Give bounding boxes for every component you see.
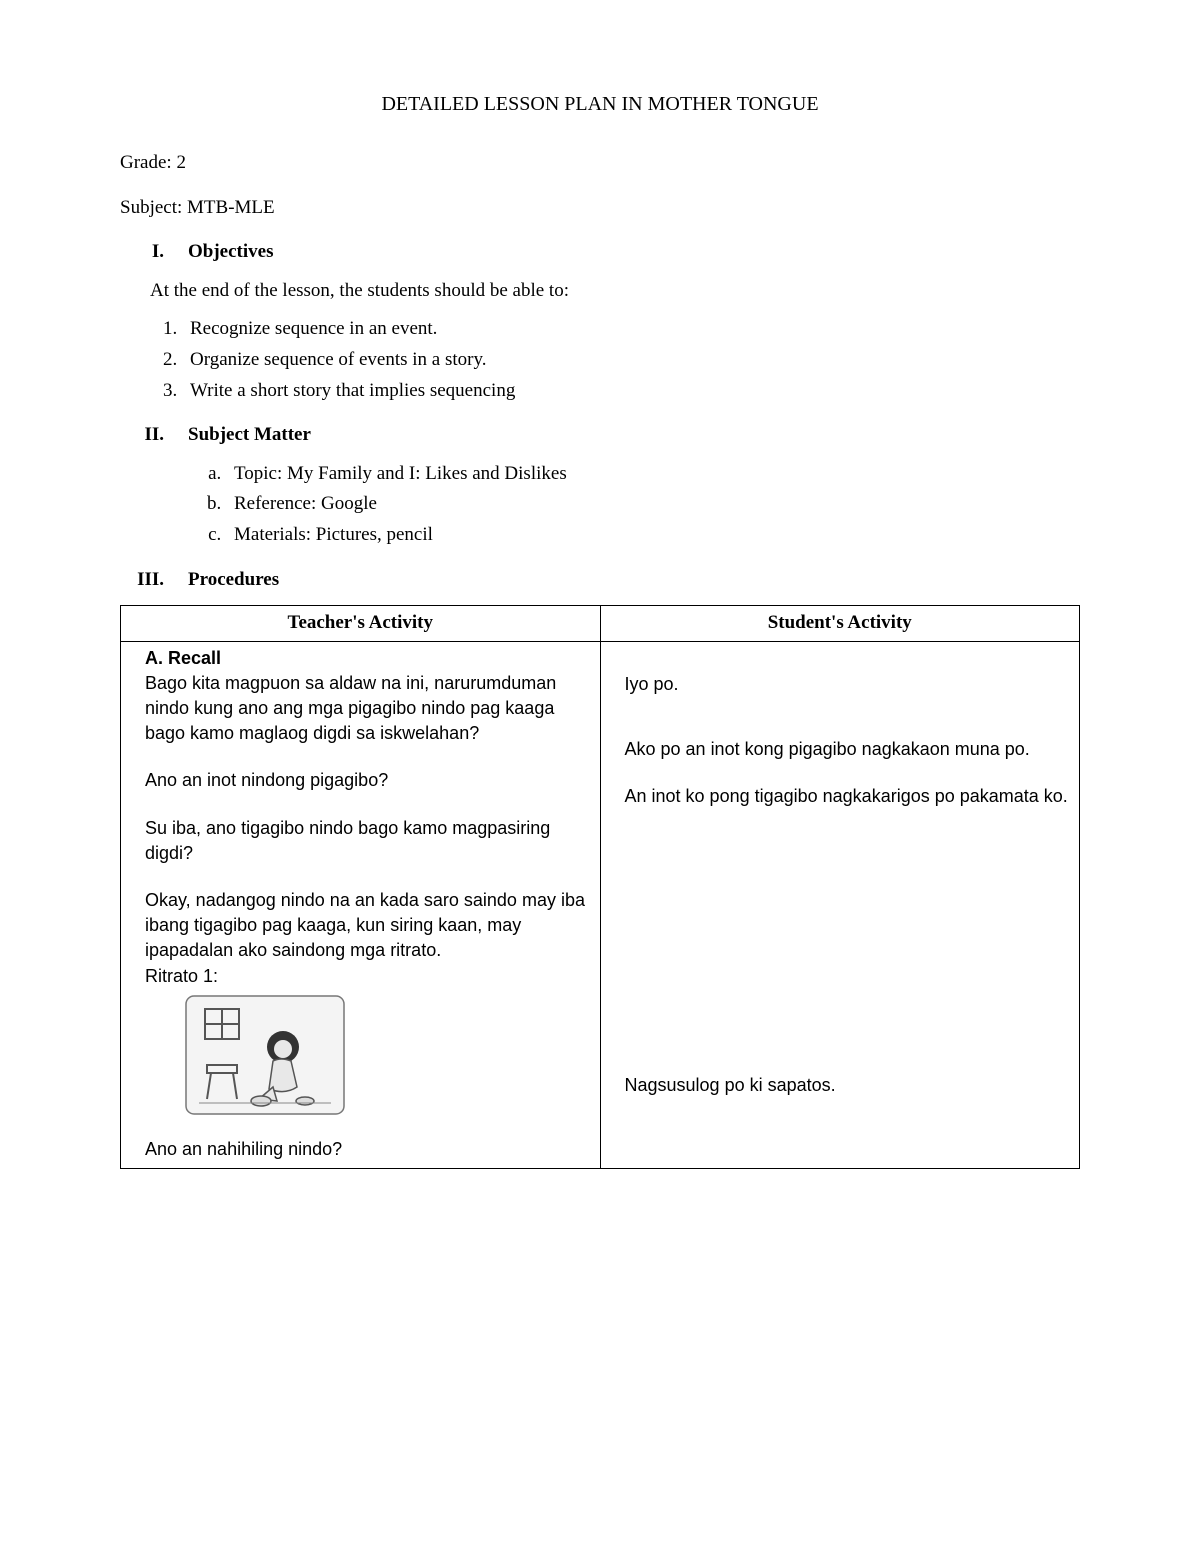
section-objectives-head: I. Objectives <box>120 239 1080 266</box>
student-cell: Iyo po. Ako po an inot kong pigagibo nag… <box>600 641 1080 1168</box>
objectives-lead: At the end of the lesson, the students s… <box>150 278 1080 305</box>
subject-matter-item: Materials: Pictures, pencil <box>226 522 1080 549</box>
heading-subject-matter: Subject Matter <box>188 424 311 445</box>
heading-objectives: Objectives <box>188 241 273 262</box>
objective-item: Recognize sequence in an event. <box>182 316 1080 343</box>
teacher-p1: Bago kita magpuon sa aldaw na ini, narur… <box>145 673 556 743</box>
grade-line: Grade: 2 <box>120 150 1080 177</box>
table-row: A. Recall Bago kita magpuon sa aldaw na … <box>121 641 1080 1168</box>
roman-iii: III. <box>120 567 164 594</box>
objectives-list: Recognize sequence in an event. Organize… <box>182 316 1080 404</box>
section-procedures-head: III. Procedures <box>120 567 1080 594</box>
student-s2: Ako po an inot kong pigagibo nagkakaon m… <box>625 737 1070 762</box>
col-teacher: Teacher's Activity <box>121 606 601 642</box>
teacher-p2: Ano an inot nindong pigagibo? <box>145 768 590 793</box>
roman-i: I. <box>120 239 164 266</box>
teacher-p4: Okay, nadangog nindo na an kada saro sai… <box>145 890 585 960</box>
table-header-row: Teacher's Activity Student's Activity <box>121 606 1080 642</box>
student-s3: An inot ko pong tigagibo nagkakarigos po… <box>625 784 1070 809</box>
student-s1: Iyo po. <box>625 672 1070 697</box>
student-s5: Nagsusulog po ki sapatos. <box>625 1073 1070 1098</box>
ritrato-1-illustration <box>185 995 345 1115</box>
recall-label: A. Recall <box>145 648 221 668</box>
procedures-table: Teacher's Activity Student's Activity A.… <box>120 605 1080 1169</box>
col-student: Student's Activity <box>600 606 1080 642</box>
objective-item: Write a short story that implies sequenc… <box>182 378 1080 405</box>
objective-item: Organize sequence of events in a story. <box>182 347 1080 374</box>
subject-matter-item: Topic: My Family and I: Likes and Dislik… <box>226 461 1080 488</box>
section-subject-matter-head: II. Subject Matter <box>120 422 1080 449</box>
teacher-p3: Su iba, ano tigagibo nindo bago kamo mag… <box>145 816 590 866</box>
teacher-p5: Ano an nahihiling nindo? <box>145 1137 590 1162</box>
subject-matter-list: Topic: My Family and I: Likes and Dislik… <box>226 461 1080 549</box>
subject-line: Subject: MTB-MLE <box>120 195 1080 222</box>
subject-matter-item: Reference: Google <box>226 491 1080 518</box>
document-title: DETAILED LESSON PLAN IN MOTHER TONGUE <box>120 90 1080 118</box>
heading-procedures: Procedures <box>188 569 279 590</box>
roman-ii: II. <box>120 422 164 449</box>
teacher-p4b: Ritrato 1: <box>145 966 218 986</box>
teacher-cell: A. Recall Bago kita magpuon sa aldaw na … <box>121 641 601 1168</box>
